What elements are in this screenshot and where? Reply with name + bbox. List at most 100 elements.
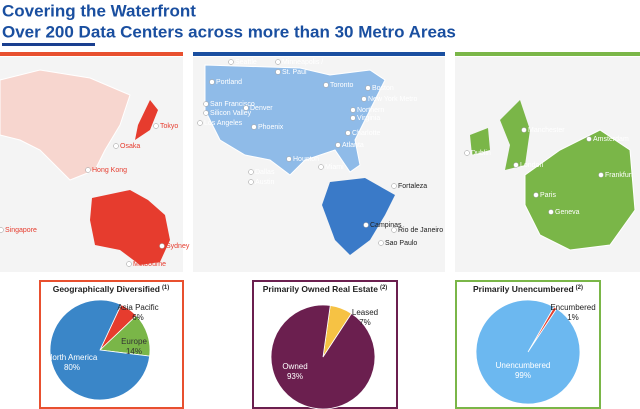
city-dot <box>203 101 209 107</box>
city-dot <box>251 124 257 130</box>
city-dot <box>203 110 209 116</box>
ireland-map <box>470 128 490 155</box>
city-dot <box>126 261 132 267</box>
city-dot <box>248 169 254 175</box>
slice-label: Europe <box>121 337 147 346</box>
city-dot <box>521 127 527 133</box>
city-dot <box>323 82 329 88</box>
city-label: St. Paul <box>282 69 307 76</box>
city-label: Portland <box>216 79 242 86</box>
pie-title: Primarily Unencumbered (2) <box>473 284 583 294</box>
slice-label: Asia Pacific <box>117 303 158 312</box>
subtitle: Over 200 Data Centers across more than 3… <box>2 22 456 41</box>
title: Covering the Waterfront <box>2 1 196 20</box>
slice-value: 1% <box>567 313 579 322</box>
city-dot <box>391 227 397 233</box>
city-label: Minneapolis / <box>282 59 323 66</box>
footnote: (2) <box>576 285 583 291</box>
slice-value: 99% <box>515 371 531 380</box>
city-dot <box>513 162 519 168</box>
brazil-map <box>322 178 395 255</box>
slice-value: 14% <box>126 347 142 356</box>
city-label: Paris <box>540 192 556 199</box>
city-dot <box>533 192 539 198</box>
city-dot <box>598 172 604 178</box>
city-label: Geneva <box>555 209 580 216</box>
city-dot <box>275 69 281 75</box>
city-label: Atlanta <box>342 142 364 149</box>
city-label: Frankfurt <box>605 172 633 179</box>
city-label: Sydney <box>166 243 190 250</box>
usa-map <box>204 64 386 176</box>
city-dot <box>275 59 281 65</box>
slice-label: Encumbered <box>550 303 595 312</box>
slice-label: Owned <box>282 362 307 371</box>
city-dot <box>350 107 356 113</box>
pie-box <box>39 280 184 409</box>
footnote: (1) <box>162 285 169 291</box>
city-dot <box>197 120 203 126</box>
city-dot <box>85 167 91 173</box>
city-dot <box>248 179 254 185</box>
slice-label: North America <box>47 353 98 362</box>
city-label: Northern <box>357 107 384 114</box>
pie-slice <box>475 299 581 405</box>
slice-label: Unencumbered <box>496 361 551 370</box>
city-label: Sao Paulo <box>385 240 417 247</box>
city-dot <box>335 142 341 148</box>
city-dot <box>391 183 397 189</box>
city-label: Dublin <box>471 150 491 157</box>
city-dot <box>286 156 292 162</box>
slice-value: 93% <box>287 372 303 381</box>
city-label: Fortaleza <box>398 183 427 190</box>
city-label: Austin <box>255 179 275 186</box>
city-label: Tokyo <box>160 123 178 130</box>
city-dot <box>153 123 159 129</box>
city-label: San Francisco <box>210 101 255 108</box>
slice-value: 7% <box>359 318 371 327</box>
asia-bar <box>0 52 183 56</box>
city-dot <box>209 79 215 85</box>
city-label: Seattle <box>235 59 257 66</box>
japan-map <box>135 100 158 140</box>
city-dot <box>586 136 592 142</box>
china-map <box>0 69 131 181</box>
city-dot <box>350 115 356 121</box>
australia-map <box>90 190 170 265</box>
continent-map <box>524 129 636 251</box>
city-label: Virginia <box>357 115 380 122</box>
underline <box>2 43 95 46</box>
city-dot <box>361 96 367 102</box>
city-dot <box>159 243 165 249</box>
pie-slice <box>49 299 151 401</box>
city-label: Silicon Valley <box>210 110 252 117</box>
city-dot <box>548 209 554 215</box>
city-label: Boston <box>372 85 394 92</box>
slice-label: Leased <box>352 308 378 317</box>
pie-slice <box>270 304 376 409</box>
city-dot <box>464 150 470 156</box>
city-dot <box>363 222 369 228</box>
city-label: Miami <box>325 164 344 171</box>
footnote: (2) <box>380 285 387 291</box>
pie-title: Primarily Owned Real Estate (2) <box>263 284 388 294</box>
city-dot <box>345 130 351 136</box>
city-label: Denver <box>250 105 273 112</box>
city-dot <box>0 227 4 233</box>
europe-bar <box>455 52 640 56</box>
city-label: Dallas <box>255 169 275 176</box>
city-label: Manchester <box>528 127 565 134</box>
city-label: Houston <box>293 156 319 163</box>
title-text: Geographically Diversified <box>53 284 160 294</box>
city-dot <box>228 59 234 65</box>
city-label: Los Angeles <box>204 120 243 127</box>
city-label: Rio de Janeiro <box>398 227 443 234</box>
city-dot <box>365 85 371 91</box>
city-label: Singapore <box>5 227 37 234</box>
city-label: Melbourne <box>133 261 166 268</box>
city-dot <box>113 143 119 149</box>
city-label: Hong Kong <box>92 167 127 174</box>
city-dot <box>318 164 324 170</box>
city-label: Charlotte <box>352 130 381 137</box>
city-label: Phoenix <box>258 124 284 131</box>
